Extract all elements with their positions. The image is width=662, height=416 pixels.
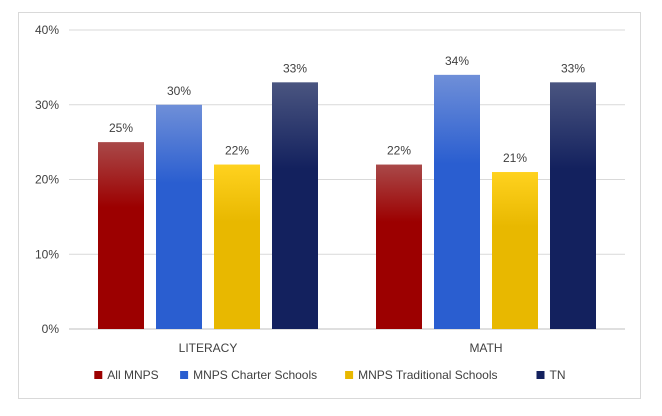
bars [98,74,596,329]
bar-math-3 [550,82,596,329]
data-label: 33% [283,61,307,75]
bar-literacy-0 [98,142,144,329]
data-label: 30% [167,84,191,98]
y-tick-label: 20% [35,173,59,187]
y-axis-ticks: 0% 10% 20% 30% 40% [35,23,59,336]
data-label: 22% [225,144,249,158]
y-tick-label: 30% [35,98,59,112]
data-label: 25% [109,121,133,135]
x-tick-label: MATH [469,341,502,355]
gridlines [69,29,625,330]
legend-swatch [536,371,545,379]
bar-math-2 [492,172,538,329]
legend-label: MNPS Charter Schools [193,368,317,382]
y-tick-label: 10% [35,247,59,261]
legend-label: MNPS Traditional Schools [358,368,497,382]
legend-label: TN [550,368,566,382]
legend-swatch [345,371,354,379]
chart: 0%10%20%30%40% 25%30%22%33%22%34%21%33% … [35,23,625,382]
data-label: 34% [445,54,469,68]
legend-label: All MNPS [107,368,158,382]
y-tick-label: 40% [35,23,59,37]
x-axis-ticks: LITERACY MATH [179,341,503,355]
x-tick-label: LITERACY [179,341,238,355]
bar-literacy-1 [156,104,202,329]
data-label: 21% [503,151,527,165]
bar-math-1 [434,74,480,329]
bar-literacy-3 [272,82,318,329]
legend-swatch [94,371,103,379]
bar-literacy-2 [214,164,260,329]
legend-swatch [180,371,189,379]
chart-frame: 0% 10% 20% 30% 40% 25% 30% 22% 33% 22% 34% 21% 33% … [18,12,641,399]
legend: All MNPS MNPS Charter Schools MNPS Traditi… [94,368,566,382]
data-labels: 25% 30% 22% 33% 22% 34% 21% 33% [109,54,585,165]
bar-math-0 [376,164,422,329]
data-label: 22% [387,144,411,158]
y-tick-label: 0% [42,322,60,336]
data-label: 33% [561,61,585,75]
